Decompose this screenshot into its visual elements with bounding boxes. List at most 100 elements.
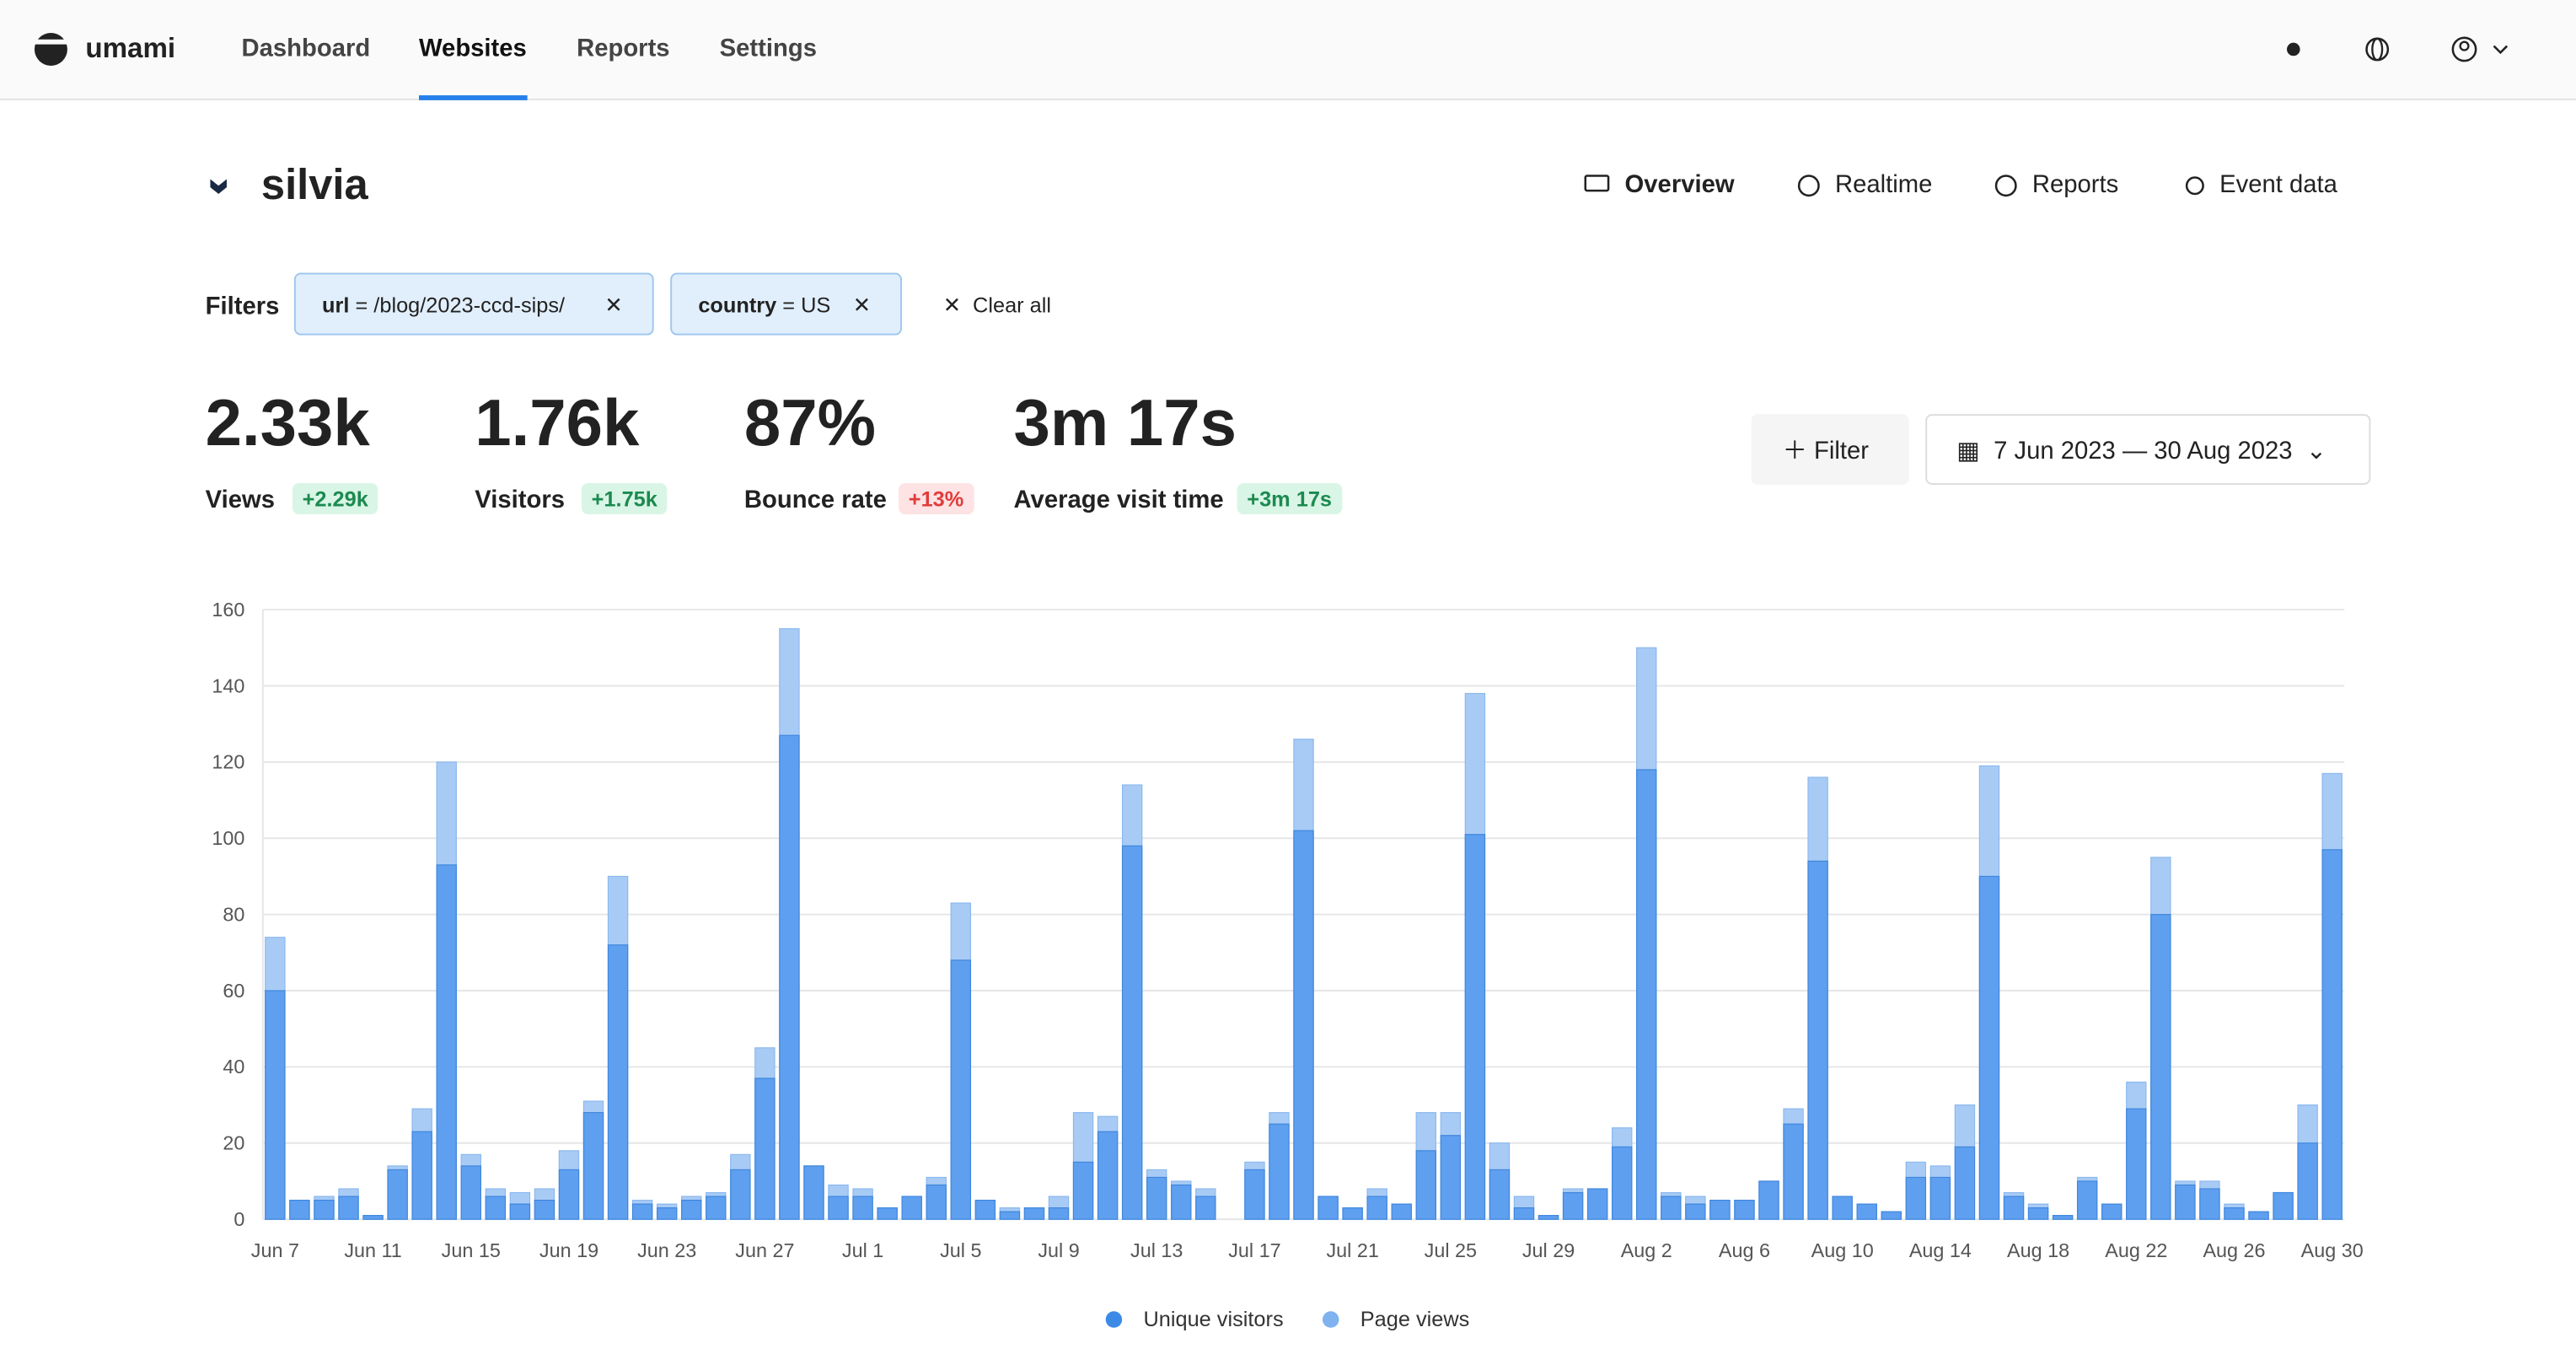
bar [1146,1176,1167,1220]
bar [1342,1207,1363,1220]
bar [1171,1184,1192,1220]
filter-button[interactable]: ＋ Filter [1751,414,1909,485]
bar [999,1211,1021,1220]
filter-button-text: Filter [1814,437,1870,465]
stat-change: +2.29k [292,483,378,515]
bar [2027,1207,2049,1220]
bar [436,864,457,1220]
bar [803,1165,824,1220]
bar [1440,1135,1462,1220]
bar [1978,875,2000,1220]
stat-value: 87% [743,387,876,460]
remove-icon[interactable]: ✕ [604,292,623,318]
y-tick-label: 80 [223,903,244,925]
bar [1195,1196,1216,1220]
clear-all[interactable]: ✕ Clear all [942,292,1051,318]
stat-change: +1.75k [581,483,668,515]
x-tick-label: Jul 21 [1326,1239,1378,1261]
chart: 0 20 40 60 80 100 120 140 160 Jun 7 Jun 11 Jun 15 Ju… [212,599,2364,1331]
x-tick-label: Jun 23 [637,1239,696,1261]
bar [2199,1188,2220,1220]
y-tick-label: 100 [212,827,244,849]
x-tick-label: Aug 30 [2301,1239,2364,1261]
bar [314,1199,335,1220]
x-tick-label: Jun 19 [539,1239,598,1261]
logo: umami [85,32,176,65]
x-tick-label: Jul 17 [1228,1239,1280,1261]
date-range[interactable]: ▦ 7 Jun 2023 — 30 Aug 2023 ⌄ [1925,414,2371,485]
nav-link[interactable]: Reports [577,34,670,63]
filter-key: url [322,292,350,318]
bar [2101,1203,2123,1220]
bar [1097,1131,1119,1220]
x-tick-label: Aug 10 [1811,1239,1874,1261]
x-tick-label: Jun 15 [442,1239,501,1261]
bar [485,1196,507,1220]
bar [387,1169,408,1220]
tab[interactable]: Overview [1624,170,1735,199]
bar [1269,1123,1290,1220]
nav-link[interactable]: Settings [719,34,818,63]
bar [1586,1188,1608,1220]
site-icon [210,179,227,194]
y-tick-label: 160 [212,599,244,621]
bar [2003,1196,2025,1220]
stat-change: +3m 17s [1237,483,1342,515]
filter-key: country [698,292,777,318]
bar [1244,1169,1265,1220]
legend-swatch [1105,1311,1123,1328]
stat-value: 2.33k [205,387,370,460]
x-tick-label: Aug 18 [2007,1239,2069,1261]
bar [1121,845,1143,1220]
x-tick-label: Jun 27 [735,1239,794,1261]
clear-all-text: Clear all [973,292,1051,318]
bar [534,1199,555,1220]
filter-chip[interactable]: url = /blog/2023-ccd-sips/ ✕ [293,272,654,336]
x-tick-label: Jul 29 [1522,1239,1575,1261]
x-tick-label: Jul 9 [1038,1239,1079,1261]
bar [1538,1215,1559,1220]
y-tick-label: 20 [223,1132,244,1154]
bar [2321,849,2343,1220]
bar [265,990,286,1220]
tab[interactable]: Reports [2031,170,2119,199]
bar [289,1199,310,1220]
bar [1881,1211,1902,1220]
legend-swatch [1322,1311,1339,1328]
bar [1929,1176,1951,1220]
bar [2150,914,2171,1220]
header-icons[interactable] [2277,33,2523,66]
bar [1562,1191,1584,1220]
bar [631,1203,653,1220]
x-tick-label: Jun 7 [251,1239,299,1261]
bar [779,734,800,1220]
bar [1048,1207,1070,1220]
bar [1856,1203,1877,1220]
bar [1758,1180,1779,1220]
logo-icon [34,32,67,66]
stat-label: Bounce rate [743,486,887,515]
bar [2052,1215,2074,1220]
date-range-text: 7 Jun 2023 — 30 Aug 2023 [1994,437,2293,465]
y-tick-label: 0 [233,1208,244,1230]
nav-link[interactable]: Websites [418,34,527,63]
bar [1783,1123,1804,1220]
nav-active [418,95,528,100]
tab-icons [1584,175,2204,197]
bar [730,1169,751,1220]
filter-chip[interactable]: country = US ✕ [670,272,903,336]
x-tick-label: Jul 1 [842,1239,883,1261]
stat-change: +13% [899,483,974,515]
x-tick-label: Jul 5 [940,1239,981,1261]
bar [607,944,629,1220]
tab[interactable]: Event data [2219,170,2337,199]
header [0,0,2576,100]
bar [1318,1196,1339,1220]
bar [1513,1207,1535,1220]
bar [706,1196,727,1220]
nav-link[interactable]: Dashboard [241,34,371,63]
bar [901,1196,922,1220]
stat-value: 1.76k [475,387,640,460]
tab[interactable]: Realtime [1835,170,1933,199]
remove-icon[interactable]: ✕ [852,292,871,318]
